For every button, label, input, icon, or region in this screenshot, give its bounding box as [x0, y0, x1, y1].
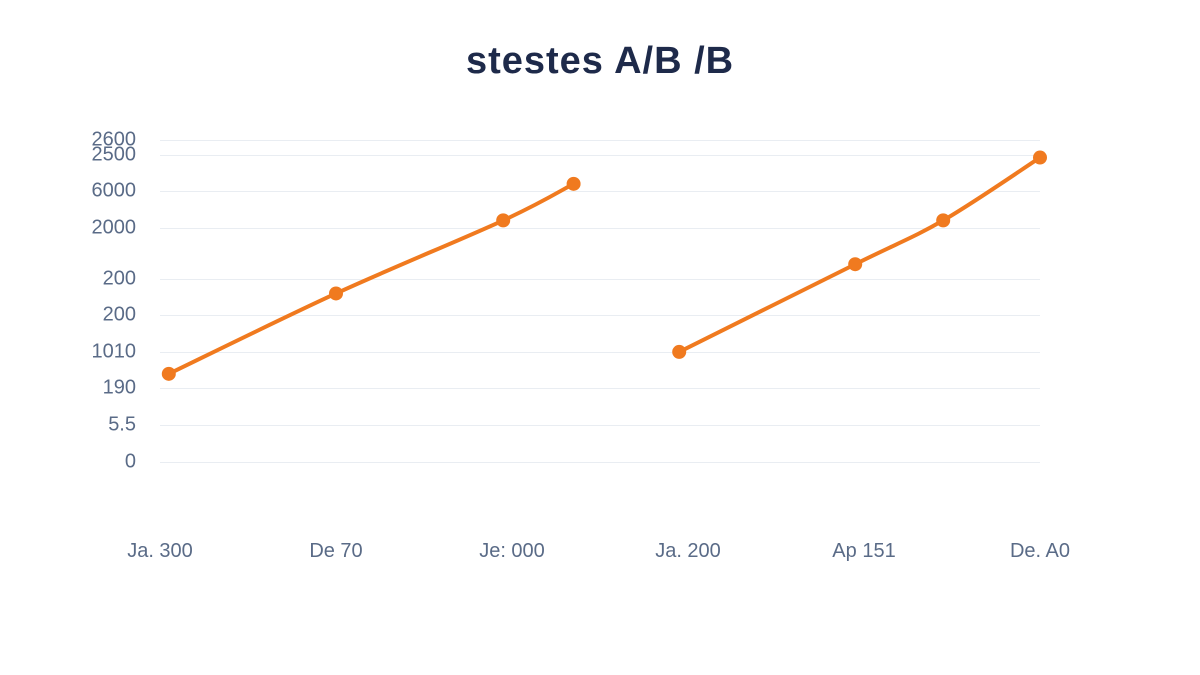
x-tick-label: Ap 151 [832, 540, 895, 563]
marker-segment-b [672, 345, 686, 359]
marker-segment-a [496, 213, 510, 227]
marker-segment-a [329, 286, 343, 300]
y-tick-label: 190 [0, 377, 136, 400]
x-tick-label: De. A0 [1010, 540, 1070, 563]
line-segment-b [679, 158, 1040, 352]
y-tick-label: 200 [0, 304, 136, 327]
y-tick-label: 5.5 [0, 414, 136, 437]
marker-segment-a [162, 367, 176, 381]
x-tick-label: Ja. 300 [127, 540, 193, 563]
marker-segment-b [848, 257, 862, 271]
line-segment-a [169, 184, 574, 374]
y-tick-label: 0 [0, 450, 136, 473]
chart-title: stestes A/B /B [0, 40, 1200, 83]
marker-segment-b [1033, 151, 1047, 165]
marker-segment-b [936, 213, 950, 227]
plot-area [160, 140, 1040, 520]
x-tick-label: De 70 [309, 540, 362, 563]
y-tick-label: 200 [0, 267, 136, 290]
series-layer [160, 140, 1040, 520]
chart-container: stestes A/B /B 2600250060002000200200101… [0, 0, 1200, 675]
y-tick-label: 2500 [0, 143, 136, 166]
y-tick-label: 6000 [0, 180, 136, 203]
y-tick-label: 1010 [0, 340, 136, 363]
marker-segment-a [567, 177, 581, 191]
x-tick-label: Je: 000 [479, 540, 545, 563]
y-tick-label: 2000 [0, 216, 136, 239]
x-tick-label: Ja. 200 [655, 540, 721, 563]
